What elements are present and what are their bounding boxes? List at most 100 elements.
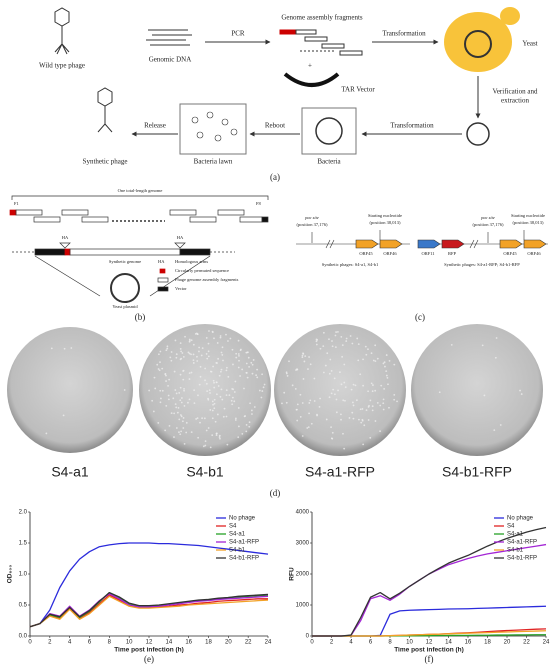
plaque <box>199 421 201 424</box>
panel-b <box>9 195 269 303</box>
plaque <box>372 359 375 362</box>
plaque <box>253 406 256 408</box>
plaque <box>207 342 210 345</box>
plaque <box>380 384 383 387</box>
plaque <box>351 342 354 345</box>
plaque <box>232 363 234 366</box>
plaque <box>359 373 362 376</box>
plaque <box>231 403 234 406</box>
plaque <box>354 384 357 387</box>
panel-c-labels: pac site (position 37,176) Starting nucl… <box>297 213 546 322</box>
plaque <box>344 386 347 389</box>
label: Synthetic phage <box>83 158 128 166</box>
legend-entry: Phage genome assembly fragments <box>175 277 239 282</box>
y-axis-label: RFU <box>289 567 296 581</box>
plaque <box>334 334 337 337</box>
label: PCR <box>231 30 245 38</box>
y-tick-label: 1000 <box>296 603 310 609</box>
plaque <box>182 427 185 429</box>
plaque <box>211 417 214 420</box>
plaque <box>178 431 180 434</box>
y-tick-label: 3000 <box>296 541 310 547</box>
plaque <box>337 331 339 333</box>
fragment <box>239 216 263 223</box>
plaque <box>226 443 229 446</box>
plate-label: S4-b1-RFP <box>442 464 512 480</box>
plaque <box>335 398 338 401</box>
plaque <box>216 413 219 416</box>
plaque <box>370 382 373 385</box>
phage-icon <box>97 87 113 133</box>
plaque <box>195 332 198 335</box>
plaque <box>175 356 178 359</box>
plaque <box>345 340 348 342</box>
plaque <box>215 432 218 435</box>
yeast-bud <box>500 7 520 25</box>
plaque <box>218 374 221 377</box>
plaque <box>343 381 346 384</box>
plaque <box>225 415 228 418</box>
plaque <box>225 369 228 372</box>
plaque <box>285 372 288 375</box>
plaque <box>494 356 497 359</box>
plaque <box>230 399 233 402</box>
plaque <box>188 378 191 380</box>
plaque <box>179 373 182 376</box>
y-tick-label: 1.0 <box>19 572 28 578</box>
plaque <box>322 371 325 374</box>
legend-entry: S4-b1-RFP <box>507 556 537 562</box>
y-tick-label: 0 <box>306 634 310 640</box>
plaque <box>350 388 353 391</box>
plaque <box>63 347 66 350</box>
plaque <box>367 390 370 393</box>
plaque <box>211 330 214 333</box>
plaque <box>213 398 216 401</box>
fragment <box>169 209 197 216</box>
label: HA <box>177 235 184 240</box>
panel-a <box>54 7 520 155</box>
plaque <box>175 353 178 356</box>
plaque <box>285 401 288 404</box>
x-tick-label: 12 <box>146 640 153 646</box>
plaque <box>359 408 362 411</box>
plaque <box>160 397 162 400</box>
plaque <box>379 430 381 433</box>
plaque <box>223 407 226 410</box>
plaque <box>330 370 333 372</box>
fragment <box>9 209 17 216</box>
plaque <box>62 414 65 417</box>
note: Synthetic phages: S4-a1, S4-b1 <box>322 262 379 268</box>
note: Synthetic phages: S4-a1-RFP; S4-b1-RFP <box>444 262 520 267</box>
plaque <box>207 350 210 353</box>
plaque <box>175 427 178 429</box>
plaque <box>225 394 228 396</box>
label: Yeast <box>522 40 537 48</box>
plaque <box>219 370 222 373</box>
plaque <box>183 405 186 407</box>
plaque <box>161 389 164 392</box>
plaque <box>207 427 210 429</box>
plaque <box>168 424 171 427</box>
yeast-plasmid <box>110 273 140 303</box>
plaque <box>241 368 244 371</box>
plaque <box>255 374 258 377</box>
plaque <box>207 397 209 400</box>
plaque <box>393 393 396 396</box>
plaque <box>154 387 157 390</box>
x-tick-label: 8 <box>108 640 112 646</box>
plaque <box>301 402 304 404</box>
plaque <box>246 376 249 379</box>
series-line <box>29 591 269 628</box>
plaque <box>174 339 177 342</box>
plaque <box>212 403 214 406</box>
plaque <box>218 434 221 437</box>
plaque <box>211 400 214 403</box>
plaque <box>251 372 254 375</box>
plaque <box>228 394 231 397</box>
series-line <box>312 630 547 637</box>
plaque <box>165 404 168 407</box>
plaque <box>286 375 289 377</box>
plaque <box>164 429 167 432</box>
plaque <box>249 402 251 405</box>
plaque <box>328 372 331 375</box>
